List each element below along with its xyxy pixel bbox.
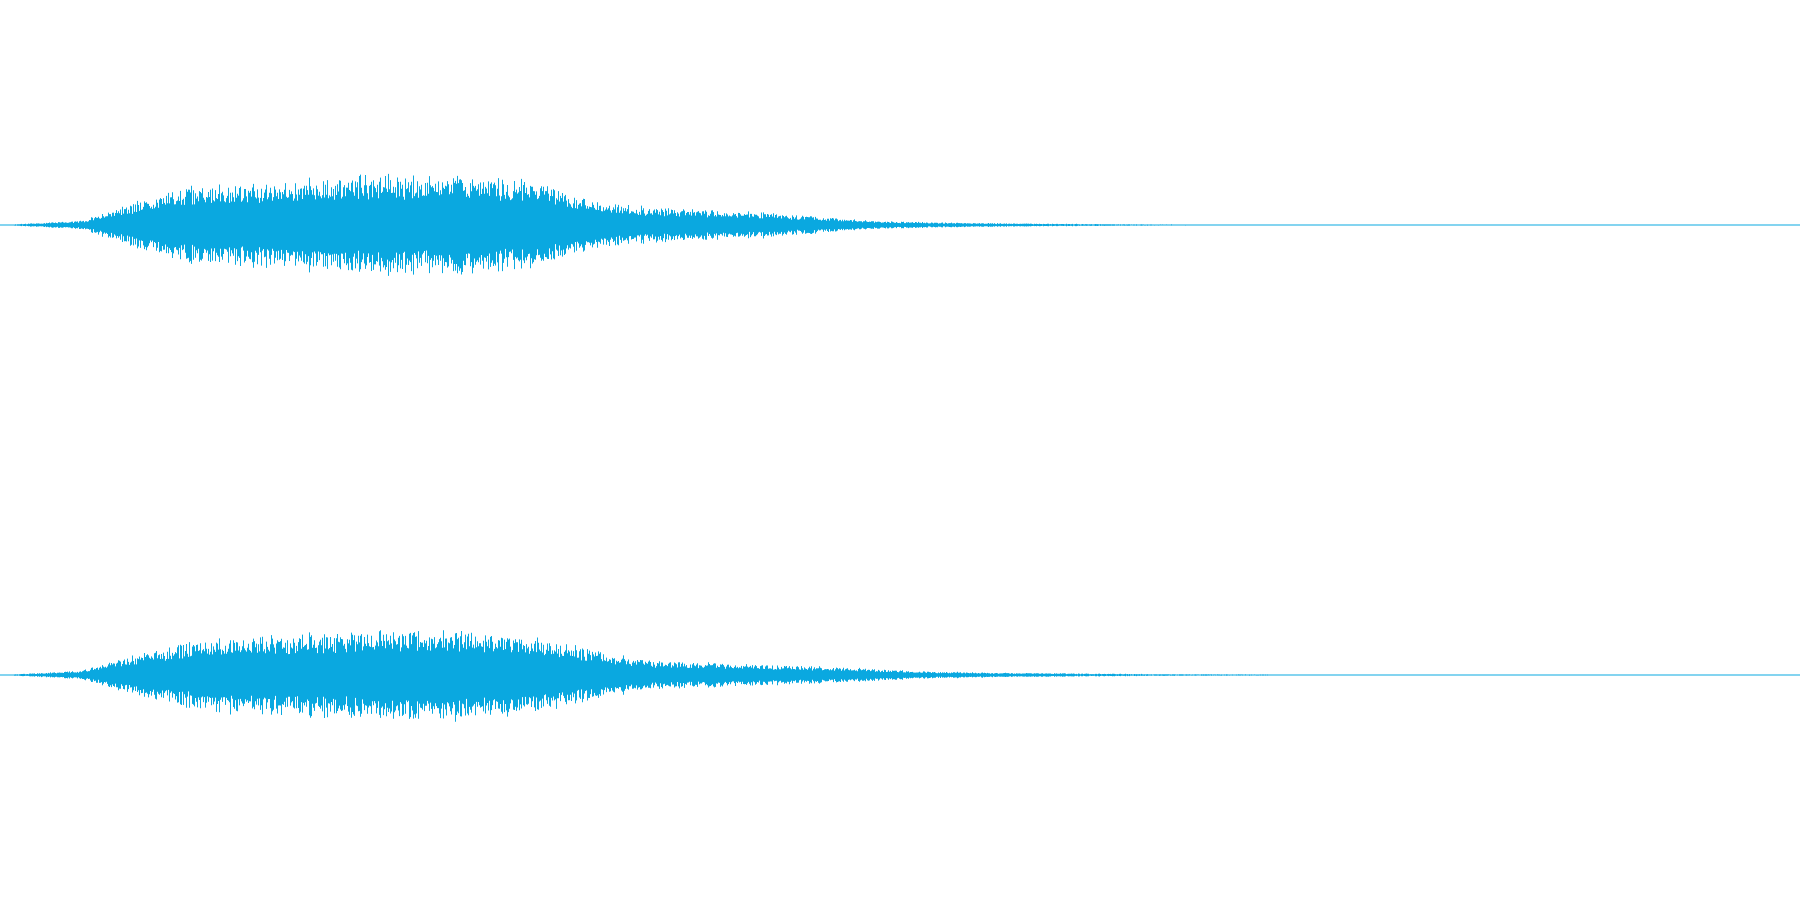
right-channel-svg — [0, 630, 1800, 722]
channel-right-waveform[interactable] — [0, 450, 1800, 900]
left-channel-svg — [0, 173, 1800, 276]
channel-left-waveform[interactable] — [0, 0, 1800, 450]
waveform-samples — [2, 630, 1343, 722]
waveform-samples — [2, 173, 1272, 276]
